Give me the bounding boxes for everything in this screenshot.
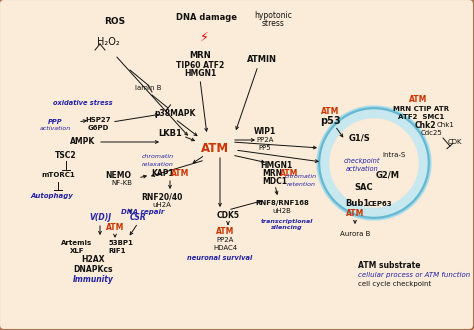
Text: ATF2  SMC1: ATF2 SMC1 xyxy=(398,114,444,120)
Text: Immunity: Immunity xyxy=(73,275,113,283)
Text: mTORC1: mTORC1 xyxy=(41,172,75,178)
Circle shape xyxy=(317,106,431,220)
Text: RNF8/RNF168: RNF8/RNF168 xyxy=(255,200,309,206)
Text: MRN: MRN xyxy=(189,51,211,60)
Text: activation: activation xyxy=(39,126,71,131)
Text: HSP27: HSP27 xyxy=(85,117,111,123)
Text: H2AX: H2AX xyxy=(81,255,105,265)
Text: checkpoint: checkpoint xyxy=(344,158,380,164)
Text: G1/S: G1/S xyxy=(349,134,371,143)
Text: 53BP1: 53BP1 xyxy=(109,240,134,246)
Text: ATMIN: ATMIN xyxy=(247,55,277,64)
Circle shape xyxy=(321,110,427,216)
Text: ATM substrate: ATM substrate xyxy=(358,260,420,270)
Text: CSR: CSR xyxy=(129,214,146,222)
Text: KAP1: KAP1 xyxy=(152,169,174,178)
Text: CDK5: CDK5 xyxy=(217,211,239,219)
Text: DNA repair: DNA repair xyxy=(121,209,164,215)
Text: ATM: ATM xyxy=(201,142,229,154)
Text: lamin B: lamin B xyxy=(135,85,161,91)
Text: G2/M: G2/M xyxy=(376,171,400,180)
Text: G6PD: G6PD xyxy=(87,125,109,131)
Text: chromatin: chromatin xyxy=(285,175,317,180)
Text: ROS: ROS xyxy=(104,17,126,26)
Text: RNF20/40: RNF20/40 xyxy=(141,192,182,202)
Text: p53: p53 xyxy=(319,116,340,126)
Text: PPP: PPP xyxy=(48,119,62,125)
Text: Bub1: Bub1 xyxy=(345,200,369,209)
Text: ATM: ATM xyxy=(346,209,364,217)
Text: CEP63: CEP63 xyxy=(368,201,392,207)
Text: PP2A: PP2A xyxy=(216,237,234,243)
Text: uH2B: uH2B xyxy=(273,208,292,214)
Text: HMGN1: HMGN1 xyxy=(260,160,292,170)
Text: HMGN1: HMGN1 xyxy=(184,70,216,79)
Text: ATM: ATM xyxy=(216,227,234,237)
Text: silencing: silencing xyxy=(271,225,303,230)
Text: MDC1: MDC1 xyxy=(263,177,288,185)
Text: ⚡: ⚡ xyxy=(200,30,209,44)
Text: H₂O₂: H₂O₂ xyxy=(97,37,119,47)
Text: stress: stress xyxy=(262,18,284,27)
Text: TIP60 ATF2: TIP60 ATF2 xyxy=(176,60,224,70)
Text: relaxation: relaxation xyxy=(142,161,174,167)
Text: Cdc25: Cdc25 xyxy=(421,130,443,136)
Circle shape xyxy=(330,119,418,207)
Text: NF-KB: NF-KB xyxy=(111,180,133,186)
Text: Aurora B: Aurora B xyxy=(340,231,370,237)
Text: DNA damage: DNA damage xyxy=(176,14,237,22)
Text: ATM: ATM xyxy=(321,108,339,116)
Text: oxidative stress: oxidative stress xyxy=(53,100,113,106)
Text: CDK: CDK xyxy=(448,139,462,145)
Text: chromatin: chromatin xyxy=(142,154,174,159)
Text: XLF: XLF xyxy=(70,248,84,254)
Text: PP5: PP5 xyxy=(259,145,271,151)
Text: ATM: ATM xyxy=(106,223,124,233)
Text: Chk1: Chk1 xyxy=(437,122,455,128)
Text: retention: retention xyxy=(286,182,316,186)
Text: intra-S: intra-S xyxy=(383,152,406,158)
Text: transcriptional: transcriptional xyxy=(261,218,313,223)
Text: ATM: ATM xyxy=(171,169,189,178)
Text: p38MAPK: p38MAPK xyxy=(155,109,196,117)
Text: Artemis: Artemis xyxy=(61,240,92,246)
Text: TSC2: TSC2 xyxy=(55,150,77,159)
Text: ATM: ATM xyxy=(409,95,427,105)
Text: PP2A: PP2A xyxy=(256,137,273,143)
Text: activation: activation xyxy=(346,166,378,172)
Text: HDAC4: HDAC4 xyxy=(213,245,237,251)
Text: WIP1: WIP1 xyxy=(254,127,276,137)
Text: cellular process or ATM function: cellular process or ATM function xyxy=(358,272,470,278)
Text: neuronal survival: neuronal survival xyxy=(187,255,253,261)
Text: LKB1: LKB1 xyxy=(158,128,182,138)
Text: SAC: SAC xyxy=(355,183,374,192)
Text: V(D)J: V(D)J xyxy=(89,214,111,222)
Text: Chk2: Chk2 xyxy=(414,120,436,129)
Text: MRN: MRN xyxy=(262,169,282,178)
Text: DNAPKcs: DNAPKcs xyxy=(73,265,113,274)
Text: NEMO: NEMO xyxy=(105,171,131,180)
Text: ATM: ATM xyxy=(280,169,298,178)
Text: AMPK: AMPK xyxy=(70,138,96,147)
Text: uH2A: uH2A xyxy=(153,202,172,208)
Text: hypotonic: hypotonic xyxy=(254,12,292,20)
Text: cell cycle checkpoint: cell cycle checkpoint xyxy=(358,281,431,287)
Text: Autophagy: Autophagy xyxy=(30,193,73,199)
Text: MRN CTIP ATR: MRN CTIP ATR xyxy=(393,106,449,112)
Text: RIF1: RIF1 xyxy=(108,248,126,254)
